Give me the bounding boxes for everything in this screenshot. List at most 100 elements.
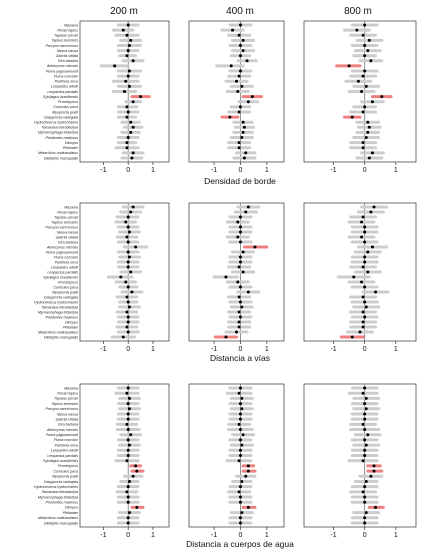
point-estimate — [241, 270, 245, 274]
point-estimate — [238, 402, 242, 406]
species-label: Priodontes maximus — [45, 315, 78, 319]
x-tick-label: 1 — [394, 167, 398, 174]
species-label: Hydrochoerus hydrochaeris — [34, 120, 78, 124]
point-estimate — [135, 505, 139, 509]
point-estimate — [237, 265, 241, 269]
point-estimate — [363, 225, 367, 229]
point-estimate — [363, 454, 367, 457]
point-estimate — [237, 295, 241, 299]
point-estimate — [238, 23, 242, 27]
point-estimate — [125, 235, 129, 239]
point-estimate — [238, 521, 242, 525]
point-estimate — [229, 64, 233, 68]
point-estimate — [372, 205, 376, 209]
point-estimate — [126, 521, 130, 525]
point-estimate — [244, 210, 248, 214]
point-estimate — [125, 146, 129, 150]
point-estimate — [238, 448, 242, 452]
point-estimate — [361, 146, 365, 150]
point-estimate — [139, 95, 143, 99]
point-estimate — [363, 315, 367, 319]
point-estimate — [129, 270, 133, 274]
x-tick-label: -1 — [330, 346, 336, 353]
panel-3-2: -1 0 1 — [188, 383, 285, 539]
point-estimate — [364, 407, 368, 411]
point-estimate — [363, 516, 367, 520]
species-label: Tapirus terrestris — [51, 220, 78, 224]
species-label: Atelocynus microtis — [46, 64, 78, 68]
point-estimate — [366, 270, 370, 274]
point-estimate — [127, 255, 131, 259]
point-estimate — [244, 474, 248, 478]
point-estimate — [363, 285, 367, 289]
panel-frame — [303, 20, 417, 163]
point-estimate — [240, 396, 244, 400]
point-estimate — [361, 74, 365, 78]
point-estimate — [127, 230, 131, 234]
x-tick-label: 1 — [151, 346, 155, 353]
point-estimate — [236, 90, 240, 93]
point-estimate — [238, 240, 242, 244]
point-estimate — [126, 454, 130, 457]
point-estimate — [363, 260, 367, 264]
x-tick-label: -1 — [100, 532, 106, 539]
species-label: Philander — [63, 325, 79, 329]
species-label: Hydrochoerus hydrochaeris — [34, 300, 78, 304]
point-estimate — [238, 255, 242, 259]
point-estimate — [238, 386, 242, 390]
point-estimate — [367, 156, 371, 160]
point-estimate — [361, 310, 365, 314]
species-label: Pecari tajacu — [57, 210, 78, 214]
column-title-800m: 800 m — [344, 6, 372, 17]
point-estimate — [126, 74, 130, 78]
species-label: Sylvilagus brasiliensis — [43, 275, 78, 279]
species-label: Atelocynus microtis — [46, 428, 78, 432]
species-label: Galictis vittata — [56, 54, 78, 58]
point-estimate — [364, 136, 368, 140]
species-label: Puma yagouaroundi — [46, 250, 78, 254]
point-estimate — [237, 325, 241, 329]
species-label: Procebymus — [58, 464, 78, 468]
point-estimate — [363, 69, 367, 73]
species-label: Leopardus pardalis — [47, 270, 78, 274]
point-estimate — [126, 250, 130, 254]
point-estimate — [121, 335, 125, 339]
point-estimate — [240, 443, 244, 447]
species-label: Didelphis marsupialis — [44, 156, 78, 160]
point-estimate — [126, 320, 130, 324]
point-estimate — [126, 428, 130, 432]
point-estimate — [366, 130, 370, 134]
row-title-edge-density: Densidad de borde — [204, 176, 276, 186]
point-estimate — [238, 438, 242, 442]
point-estimate — [131, 100, 135, 104]
point-estimate — [126, 315, 130, 319]
point-estimate — [238, 516, 242, 520]
x-tick-label: 1 — [265, 346, 269, 353]
point-estimate — [347, 64, 351, 68]
panel-frame — [79, 383, 170, 528]
point-estimate — [125, 459, 129, 463]
species-label: Myoprocta pratti — [52, 110, 78, 114]
point-estimate — [363, 500, 367, 504]
x-tick-label: -1 — [211, 346, 217, 353]
point-estimate — [358, 330, 362, 334]
point-estimate — [237, 146, 241, 150]
point-estimate — [363, 386, 367, 390]
point-estimate — [360, 280, 364, 284]
point-estimate — [228, 115, 232, 119]
point-estimate — [363, 495, 367, 499]
point-estimate — [238, 43, 242, 47]
point-estimate — [237, 74, 241, 78]
panel-frame — [188, 20, 285, 163]
column-title-200m: 200 m — [110, 6, 138, 17]
point-estimate — [238, 428, 242, 432]
point-estimate — [238, 285, 242, 289]
x-tick-label: -1 — [211, 167, 217, 174]
point-estimate — [127, 443, 131, 447]
point-estimate — [361, 490, 365, 494]
x-tick-label: 0 — [363, 167, 367, 174]
point-estimate — [361, 295, 365, 299]
panel-1-2: -1 0 1 — [188, 20, 285, 174]
point-estimate — [123, 90, 126, 93]
